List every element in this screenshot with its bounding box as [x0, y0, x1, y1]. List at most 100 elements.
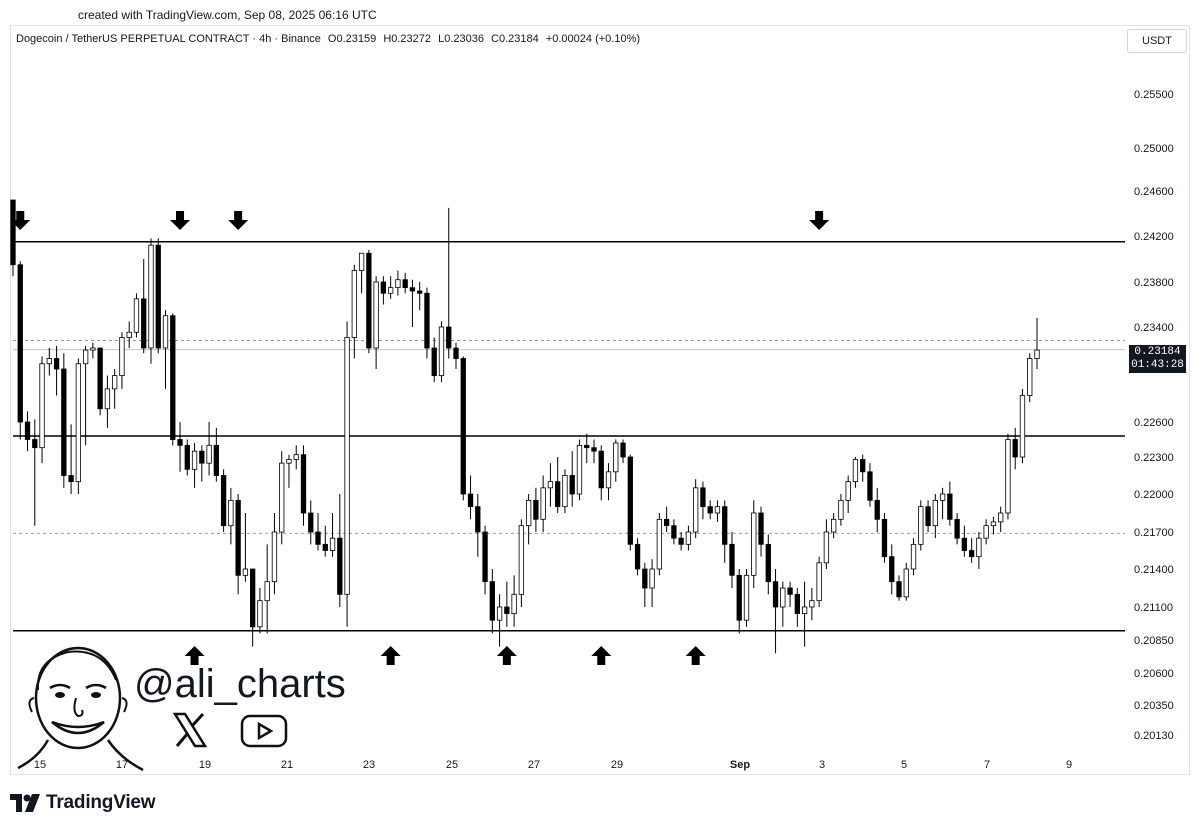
- candle: [605, 463, 612, 501]
- candle: [242, 513, 249, 582]
- candle-body-down: [184, 444, 190, 470]
- candle-body-down: [417, 290, 423, 294]
- time-tick-label: 3: [819, 759, 825, 771]
- candle: [126, 321, 132, 348]
- candle-body-down: [322, 543, 328, 551]
- ohlc-close: C0.23184: [491, 33, 539, 45]
- candle-body-down: [460, 358, 466, 495]
- candle: [693, 479, 699, 539]
- candle-body-down: [446, 326, 452, 349]
- candle-body-down: [555, 481, 561, 508]
- candle-body-up: [743, 574, 750, 621]
- candle-body-down: [968, 550, 975, 558]
- candle-body-down: [155, 244, 161, 349]
- candle-body-up: [838, 499, 844, 520]
- candle-body-down: [947, 493, 953, 520]
- candle-body-down: [787, 587, 793, 595]
- candle: [642, 562, 648, 607]
- candle: [409, 279, 416, 327]
- candle-body-up: [351, 270, 357, 338]
- x-logo-icon[interactable]: [172, 712, 208, 748]
- candle-body-down: [68, 475, 74, 483]
- candle: [184, 439, 190, 476]
- currency-button[interactable]: USDT: [1127, 29, 1187, 53]
- youtube-icon[interactable]: [240, 714, 290, 750]
- candle-body-down: [758, 512, 764, 545]
- candle: [250, 568, 256, 647]
- candle: [998, 506, 1004, 532]
- candle: [17, 261, 23, 440]
- candle: [983, 519, 989, 545]
- up-arrow-icon: [591, 646, 612, 665]
- candle: [947, 481, 953, 526]
- candle: [838, 494, 844, 526]
- time-tick-label: 9: [1066, 759, 1072, 771]
- candle: [533, 487, 539, 532]
- candle-body-up: [191, 450, 198, 470]
- candle-body-down: [736, 574, 742, 621]
- candle: [1012, 427, 1018, 470]
- candle-body-down: [366, 252, 372, 349]
- candle: [772, 569, 779, 654]
- candle: [191, 443, 198, 488]
- candle-body-down: [722, 506, 728, 545]
- candle: [446, 207, 452, 359]
- candle-body-down: [569, 475, 575, 495]
- candle: [685, 525, 692, 551]
- candle: [874, 487, 880, 532]
- candle-body-down: [467, 493, 474, 508]
- candle-body-up: [373, 281, 379, 349]
- candle-body-up: [918, 506, 924, 545]
- candle-body-down: [213, 444, 219, 476]
- candle: [482, 525, 488, 595]
- candle-body-up: [547, 481, 554, 489]
- author-handle: @ali_charts: [134, 662, 346, 706]
- candle: [177, 422, 183, 472]
- candle-body-down: [772, 581, 779, 608]
- candle-body-up: [206, 444, 212, 464]
- candle-body-down: [489, 581, 495, 621]
- down-arrow-icon: [809, 211, 830, 230]
- candle: [518, 519, 525, 607]
- tradingview-logo[interactable]: TradingView: [10, 792, 156, 814]
- candle-body-down: [925, 506, 931, 527]
- candle: [286, 454, 292, 488]
- chart-frame[interactable]: [10, 25, 1190, 775]
- candle-body-up: [46, 358, 52, 365]
- down-arrow-icon: [170, 211, 191, 230]
- candles: [10, 199, 1040, 654]
- candle-body-up: [1019, 395, 1026, 458]
- candle-body-down: [598, 450, 604, 489]
- candle-body-up: [845, 481, 851, 501]
- candle: [141, 259, 147, 354]
- candle: [584, 433, 590, 464]
- candle: [10, 199, 16, 277]
- candle-body-down: [235, 499, 241, 576]
- up-arrow-icon: [380, 646, 401, 665]
- candle-body-up: [279, 462, 285, 533]
- candle: [417, 282, 423, 311]
- candle: [337, 494, 343, 607]
- time-tick-label: 29: [611, 759, 623, 771]
- candle-body-up: [780, 587, 786, 608]
- candle-body-up: [257, 600, 263, 628]
- candle: [344, 321, 350, 627]
- candle-body-down: [700, 487, 706, 508]
- candle: [293, 445, 299, 470]
- price-tick-label: 0.21700: [1134, 527, 1174, 539]
- price-tick-label: 0.20850: [1134, 635, 1174, 647]
- candle: [68, 424, 74, 494]
- candle-body-down: [678, 537, 684, 545]
- candle: [322, 525, 328, 557]
- candle: [380, 276, 387, 305]
- symbol-name[interactable]: Dogecoin / TetherUS PERPETUAL CONTRACT ·…: [16, 33, 321, 45]
- candle: [627, 454, 633, 551]
- candle: [852, 457, 859, 488]
- candle-body-down: [860, 459, 866, 473]
- candle: [220, 469, 227, 532]
- price-tick-label: 0.25500: [1134, 89, 1174, 101]
- candle-body-up: [939, 493, 946, 501]
- price-tick-label: 0.22600: [1134, 417, 1174, 429]
- price-tick-label: 0.22000: [1134, 489, 1174, 501]
